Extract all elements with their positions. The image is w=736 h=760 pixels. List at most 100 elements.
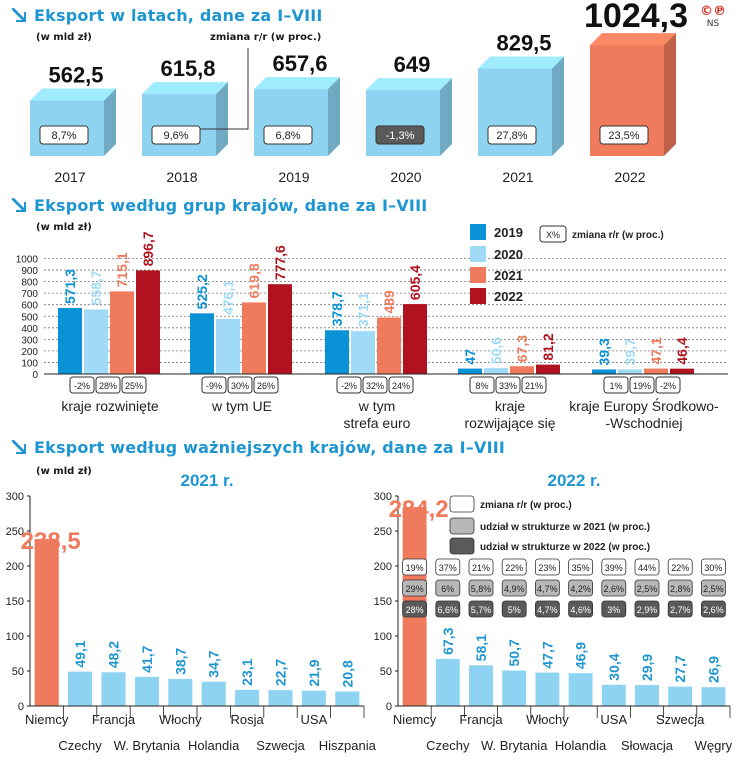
stat-label: 2,8% [670, 584, 691, 594]
year-box-top [590, 33, 676, 46]
year-box-side [440, 78, 452, 156]
country-value-label: 67,3 [440, 627, 456, 654]
country-label: Rosja [230, 712, 264, 727]
bar-value-label: 619,8 [246, 263, 262, 298]
country-label: Niemcy [393, 712, 437, 727]
country-label: W. Brytania [481, 738, 548, 753]
stat-label: 21% [472, 563, 490, 573]
stat-label: 2,5% [703, 584, 724, 594]
stat-label: 22% [671, 563, 689, 573]
country-bar [502, 670, 527, 706]
y-tick-label: 700 [21, 289, 38, 300]
legend-label: 2019 [494, 225, 523, 240]
stat-box [667, 558, 693, 576]
change-label: 26% [257, 381, 275, 391]
year-box-side [216, 82, 228, 156]
category-label: w tym [358, 398, 396, 414]
copyright-logo: ©℗ NS [700, 4, 726, 29]
change-label: -1,3% [386, 130, 415, 142]
y-tick-label: 150 [6, 596, 24, 608]
country-value-label: 20,8 [339, 660, 355, 687]
country-label: Hiszpania [319, 738, 377, 753]
stat-box [634, 600, 660, 618]
change-label: 25% [125, 381, 143, 391]
y-tick-label: 600 [21, 301, 38, 312]
legend-label: udział w strukturze w 2021 (w proc.) [480, 522, 650, 533]
stat-label: 39% [605, 563, 623, 573]
country-value-label: 284,2 [389, 496, 449, 523]
change-label: 27,8% [496, 130, 527, 142]
y-tick-label: 300 [374, 491, 392, 503]
change-box [263, 125, 313, 145]
bar-2022 [536, 364, 560, 374]
section1-unit: (w mld zł) [36, 32, 92, 43]
stat-label: 35% [572, 563, 590, 573]
year-box-side [552, 56, 564, 156]
legend-label: udział w strukturze w 2022 (w proc.) [480, 542, 650, 553]
country-bar [335, 691, 360, 706]
bar-value-label: 896,7 [140, 231, 156, 266]
country-bar [201, 681, 226, 706]
stat-box [701, 579, 726, 597]
country-bar [535, 672, 560, 706]
stat-box [568, 600, 593, 618]
y-tick-label: 0 [18, 701, 24, 713]
change-box [469, 376, 495, 394]
bar-2021 [510, 366, 534, 374]
year-label: 2019 [278, 169, 309, 185]
stat-box [535, 600, 560, 618]
y-tick-label: 500 [21, 312, 38, 323]
country-bar [168, 678, 193, 706]
panel-title: 2022 r. [548, 471, 601, 490]
country-bar [301, 690, 326, 706]
y-tick-label: 100 [374, 631, 392, 643]
bar-value-label: 605,4 [407, 265, 423, 300]
stat-label: 30% [704, 563, 722, 573]
category-label: kraje Europy Środkowo- [569, 397, 719, 414]
stat-label: 29% [406, 584, 424, 594]
country-value-label: 46,9 [573, 642, 589, 669]
bar-value-label: 47 [462, 349, 478, 365]
bar-2019 [190, 313, 214, 374]
bar-2021 [644, 368, 668, 374]
stat-label: 4,7% [537, 605, 558, 615]
change-box [95, 376, 121, 394]
change-box [487, 125, 537, 145]
y-tick-label: 0 [386, 701, 392, 713]
bar-2019 [458, 368, 482, 374]
country-bar [635, 685, 659, 706]
stat-box [435, 600, 461, 618]
bar-2020 [484, 368, 508, 374]
stat-label: 4,6% [570, 605, 591, 615]
year-box-top [254, 77, 340, 90]
legend-swatch-2021 [470, 267, 486, 283]
bar-2021 [377, 317, 401, 374]
legend-swatch-2020 [470, 246, 486, 262]
y-tick-label: 100 [6, 631, 24, 643]
stat-label: 5% [508, 605, 521, 615]
country-label: Węgry [695, 738, 733, 753]
change-label: 23,5% [608, 130, 639, 142]
category-label: kraje rozwinięte [61, 398, 158, 414]
stat-box [402, 600, 428, 618]
bar-2020 [351, 331, 375, 374]
change-box [121, 376, 147, 394]
legend-label: 2021 [494, 268, 523, 283]
y-tick-label: 250 [6, 526, 24, 538]
bar-value-label: 67,3 [514, 335, 530, 362]
change-label: 33% [499, 381, 517, 391]
author-initials: NS [706, 19, 720, 29]
country-value-label: 50,7 [506, 639, 522, 666]
bar-value-label: 715,1 [114, 252, 130, 287]
change-label: -2% [74, 381, 90, 391]
change-box [655, 376, 681, 394]
stat-box [501, 558, 527, 576]
bar-2020 [216, 319, 240, 374]
change-label: 8,7% [51, 130, 76, 142]
change-label: 28% [99, 381, 117, 391]
stat-box [568, 558, 593, 576]
bar-value-label: 378,7 [329, 291, 345, 326]
country-bar [701, 687, 726, 706]
country-value-label: 21,9 [306, 659, 322, 686]
